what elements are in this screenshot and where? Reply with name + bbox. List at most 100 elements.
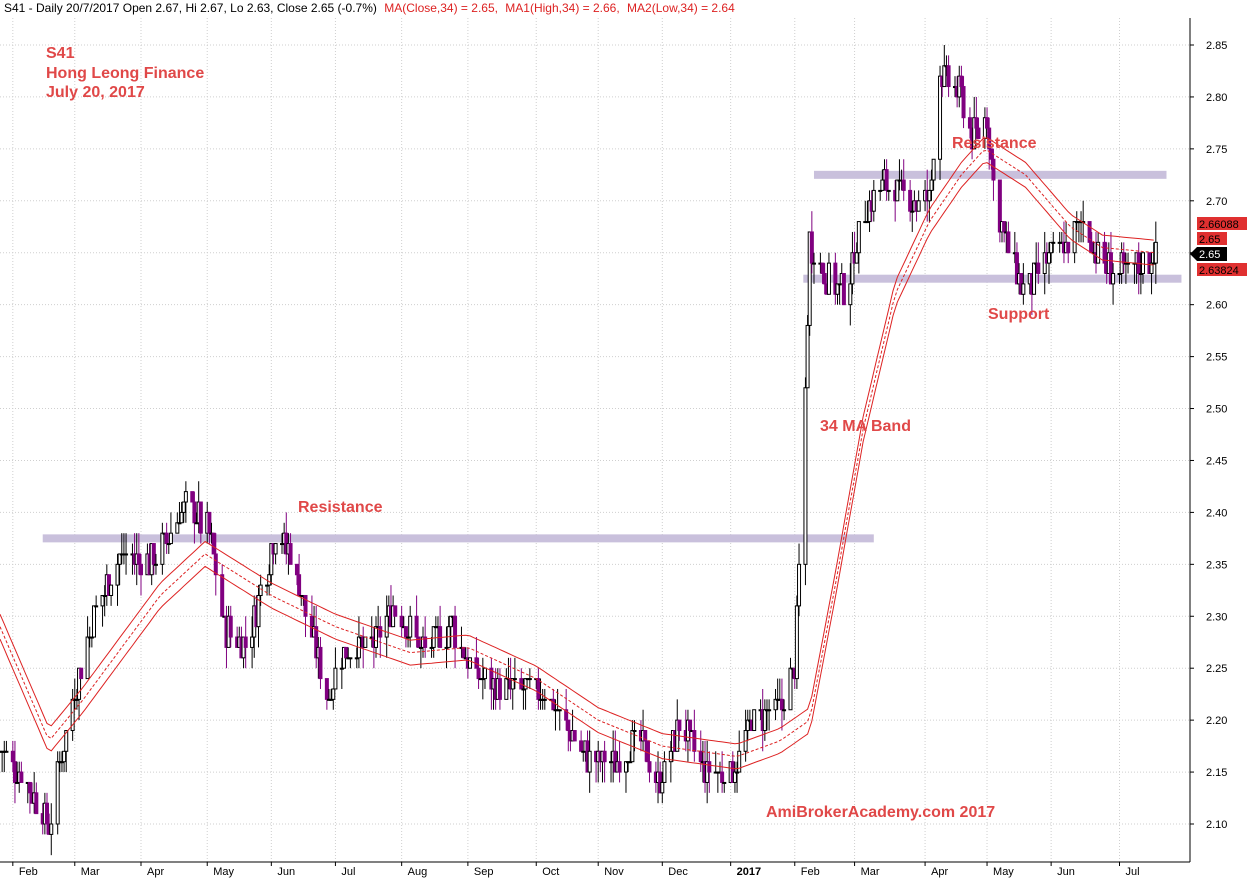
ohlc-body [213,553,218,576]
ohlc-body [587,750,592,773]
x-tick-label: 2017 [737,866,761,878]
ohlc-body [985,117,990,129]
ohlc-body [1049,241,1054,254]
ohlc-body [461,646,466,659]
ohlc-body [62,750,67,763]
ohlc-body [908,189,913,212]
ohlc-body [797,563,802,607]
resistance-label-2016: Resistance [298,499,383,516]
ohlc-body [974,117,979,129]
y-tick-label: 2.15 [1206,767,1227,779]
ohlc-body [267,574,272,586]
ohlc-body [542,698,547,701]
ohlc-body [929,179,934,191]
header-ma-low: MA2(Low,34) = 2.64 [627,1,735,15]
ohlc-body [807,231,812,326]
ohlc-body [179,511,184,524]
ohlc-body [1046,252,1051,264]
ohlc-body [303,594,308,617]
x-tick-label: Jul [341,866,355,878]
y-tick-label: 2.20 [1206,715,1227,727]
title-date: July 20, 2017 [46,84,145,101]
header-symbol-info: S41 - Daily 20/7/2017 Open 2.67, Hi 2.67… [4,1,377,15]
ohlc-body [1032,262,1037,295]
ohlc-body [572,730,577,742]
y-tick-label: 2.55 [1206,352,1227,364]
ohlc-body [79,667,84,680]
ohlc-body [124,553,129,556]
ohlc-body [841,273,846,306]
ohlc-body [668,750,673,763]
ohlc-body [1002,221,1007,233]
ohlc-body [927,189,932,202]
ohlc-body [49,823,54,835]
ohlc-body [64,730,69,752]
ohlc-body [250,636,255,648]
ohlc-body [12,761,17,783]
ohlc-body [632,730,637,733]
ohlc-body [294,563,299,576]
ohlc-body [916,200,921,212]
ohlc-body [207,511,212,534]
ohlc-body [77,667,82,700]
ohlc-body [19,771,24,783]
ohlc-body [895,179,900,202]
ohlc-body [482,667,487,680]
ohlc-body [504,678,509,700]
ohlc-body [94,605,99,608]
ohlc-body [183,491,188,503]
ohlc-body [643,730,648,742]
ohlc-body [448,615,453,628]
x-tick-label: Jun [1057,866,1075,878]
svg-text:2.65: 2.65 [1199,249,1220,261]
ohlc-body [564,709,569,721]
ohlc-body [139,563,144,576]
ohlc-body [959,75,964,88]
ohlc-body [782,709,787,712]
ohlc-body [288,543,293,565]
ohlc-body [773,698,778,711]
ohlc-body [886,189,891,192]
ohlc-body [85,636,90,680]
ohlc-body [102,594,107,597]
ohlc-body [660,781,665,794]
ohlc-body [527,678,532,681]
ohlc-body [92,605,97,638]
ohlc-body [835,283,840,295]
ohlc-body [647,761,652,773]
ohlc-body [512,678,517,681]
ohlc-body [720,771,725,783]
y-tick-label: 2.75 [1206,144,1227,156]
y-tick-label: 2.70 [1206,196,1227,208]
x-tick-label: Oct [542,866,559,878]
ohlc-body [1121,252,1126,264]
ma-low-line [0,162,1154,770]
ohlc-body [1153,241,1158,264]
ohlc-body [805,324,810,389]
ohlc-body [946,65,951,88]
ohlc-body [822,273,827,285]
ohlc-body [220,574,225,617]
level-bands [42,170,1182,543]
ohlc-body [1096,241,1101,264]
level-band [813,170,1167,179]
ohlc-body [1021,283,1026,295]
ohlc-body [752,709,757,732]
ohlc-body [168,532,173,545]
ohlc-body [190,491,195,503]
ohlc-body [745,719,750,732]
ohlc-body [175,522,180,534]
ohlc-body [1014,252,1019,285]
ohlc-body [403,626,408,638]
last-price-label: 2.65 [1190,247,1227,261]
ohlc-body [228,615,233,638]
ohlc-body [623,761,628,773]
ohlc-body [414,615,419,638]
y-tick-label: 2.45 [1206,455,1227,467]
ohlc-body [418,646,423,649]
ohlc-body [115,563,120,586]
ohlc-body [645,740,650,763]
y-tick-label: 2.60 [1206,300,1227,312]
